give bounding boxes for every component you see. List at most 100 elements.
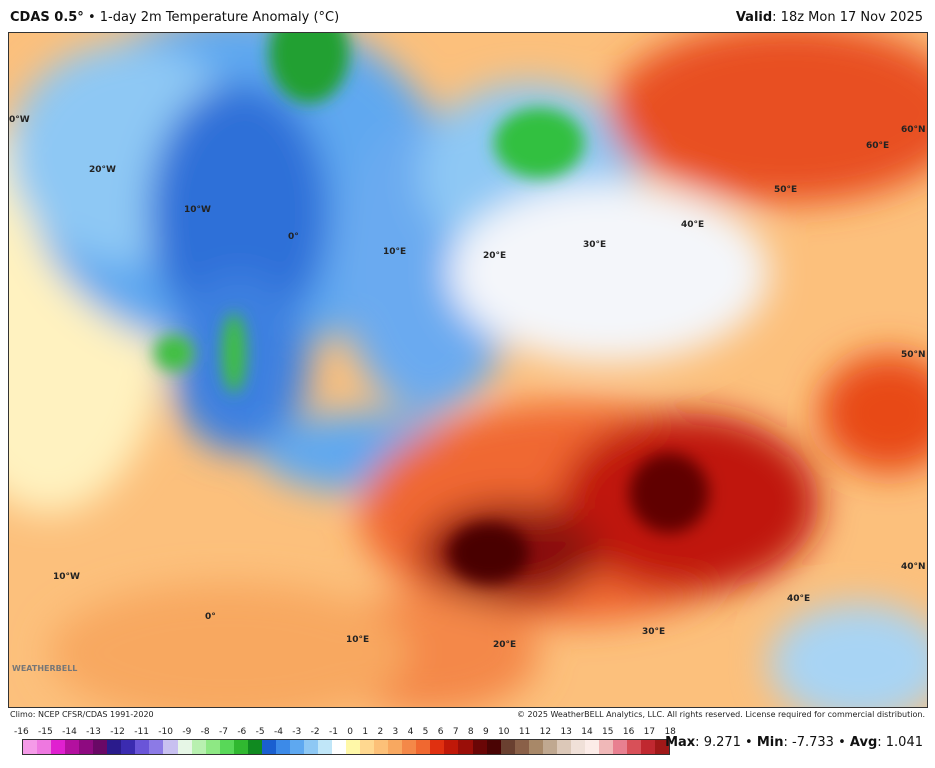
colorbar-ticks: -16 -15 -14 -13 -12 -11 -10 -9 -8 -7 -6 -5 -4 -3 -2 -1 0… — [14, 727, 676, 737]
colorbar-swatch — [570, 740, 585, 754]
colorbar-swatch — [93, 740, 108, 754]
colorbar-swatch — [444, 740, 459, 754]
colorbar-swatch — [627, 740, 642, 754]
colorbar-tick: -9 — [182, 727, 192, 737]
colorbar-swatch — [430, 740, 445, 754]
graticule-label: 40°N — [901, 562, 926, 572]
product-title: • 1-day 2m Temperature Anomaly (°C) — [87, 10, 340, 25]
anomaly-field — [9, 33, 927, 707]
colorbar-swatch — [612, 740, 628, 754]
colorbar-swatch — [79, 740, 94, 754]
colorbar-tick: 6 — [437, 727, 444, 737]
colorbar — [22, 739, 670, 755]
colorbar-swatch — [332, 740, 347, 754]
colorbar-swatch — [472, 740, 487, 754]
colorbar-swatch — [205, 740, 220, 754]
colorbar-swatch — [486, 740, 501, 754]
colorbar-tick: 8 — [467, 727, 474, 737]
colorbar-tick: -13 — [86, 727, 101, 737]
colorbar-tick: 1 — [362, 727, 369, 737]
colorbar-tick: -3 — [292, 727, 302, 737]
avg-value: 1.041 — [885, 735, 923, 750]
valid-value: : 18z Mon 17 Nov 2025 — [772, 10, 923, 25]
colorbar-tick: 10 — [498, 727, 510, 737]
temperature-anomaly-map: 0°W 20°W 10°W 0° 10°E 20°E 30°E 40°E 50°… — [8, 32, 928, 708]
colorbar-swatch — [500, 740, 515, 754]
graticule-label: 60°E — [866, 141, 890, 151]
graticule-label: 10°W — [53, 572, 80, 582]
colorbar-swatch — [37, 740, 52, 754]
colorbar-swatch — [261, 740, 276, 754]
colorbar-tick: 4 — [407, 727, 414, 737]
max-value: 9.271 — [703, 735, 741, 750]
colorbar-swatch — [135, 740, 150, 754]
colorbar-swatch — [584, 740, 599, 754]
colorbar-swatch — [374, 740, 389, 754]
colorbar-swatch — [65, 740, 80, 754]
colorbar-swatch — [303, 740, 318, 754]
colorbar-swatch — [346, 740, 361, 754]
graticule-label: 40°E — [787, 594, 811, 604]
colorbar-swatch — [598, 740, 613, 754]
colorbar-swatch — [121, 740, 136, 754]
colorbar-tick: -8 — [200, 727, 210, 737]
colorbar-swatch — [191, 740, 206, 754]
colorbar-tick: 12 — [539, 727, 552, 737]
graticule-label: 0° — [205, 612, 216, 622]
colorbar-tick: 5 — [422, 727, 429, 737]
climo-note: Climo: NCEP CFSR/CDAS 1991-2020 — [8, 709, 156, 720]
colorbar-tick: 2 — [377, 727, 384, 737]
colorbar-tick: -10 — [158, 727, 173, 737]
colorbar-tick: -11 — [134, 727, 149, 737]
colorbar-swatch — [317, 740, 333, 754]
colorbar-swatch — [275, 740, 290, 754]
colorbar-swatch — [641, 740, 656, 754]
colorbar-tick: 0 — [347, 727, 354, 737]
avg-label: Avg — [849, 735, 878, 750]
graticule-label: 10°W — [184, 205, 211, 215]
stats-summary: Max: 9.271 • Min: -7.733 • Avg: 1.041 — [665, 735, 923, 750]
graticule-label: 0°W — [9, 115, 30, 125]
graticule-label: 20°E — [483, 251, 507, 261]
colorbar-tick: -7 — [218, 727, 228, 737]
colorbar-tick: 13 — [560, 727, 572, 737]
colorbar-swatch — [219, 740, 234, 754]
min-value: -7.733 — [792, 735, 834, 750]
colorbar-tick: 15 — [602, 727, 614, 737]
graticule-label: 10°E — [383, 247, 407, 257]
colorbar-swatch — [528, 740, 543, 754]
weatherbell-logo: WEATHERBELL — [12, 664, 78, 673]
colorbar-swatch — [542, 740, 557, 754]
max-label: Max — [665, 735, 696, 750]
colorbar-swatch — [289, 740, 304, 754]
colorbar-swatch — [177, 740, 192, 754]
graticule-label: 20°E — [493, 640, 517, 650]
colorbar-tick: 18 — [664, 727, 676, 737]
colorbar-tick: 17 — [643, 727, 656, 737]
graticule-label: 50°E — [774, 185, 798, 195]
colorbar-tick: -6 — [237, 727, 247, 737]
graticule-label: 10°E — [346, 635, 370, 645]
colorbar-tick: -14 — [62, 727, 77, 737]
valid-time: Valid: 18z Mon 17 Nov 2025 — [736, 10, 923, 25]
graticule-label: 40°E — [681, 220, 705, 230]
colorbar-tick: -5 — [255, 727, 265, 737]
valid-label: Valid — [735, 10, 773, 25]
colorbar-tick: 11 — [518, 727, 531, 737]
graticule-label: 0° — [288, 232, 299, 242]
colorbar-swatch — [655, 740, 670, 754]
colorbar-tick: 16 — [622, 727, 635, 737]
colorbar-tick: -16 — [14, 727, 29, 737]
colorbar-swatch — [149, 740, 164, 754]
colorbar-swatch — [247, 740, 262, 754]
colorbar-swatch — [416, 740, 431, 754]
graticule-label: 50°N — [901, 350, 926, 360]
colorbar-swatch — [51, 740, 66, 754]
colorbar-swatch — [23, 740, 38, 754]
colorbar-swatch — [458, 740, 473, 754]
colorbar-swatch — [107, 740, 122, 754]
map-title: CDAS 0.5° • 1-day 2m Temperature Anomaly… — [10, 10, 339, 25]
model-name: CDAS 0.5° — [10, 10, 84, 25]
colorbar-tick: -1 — [328, 727, 338, 737]
graticule-label: 30°E — [583, 240, 607, 250]
